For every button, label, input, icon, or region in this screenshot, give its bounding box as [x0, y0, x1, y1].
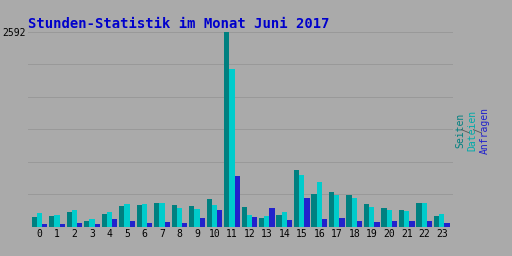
Bar — [112, 219, 117, 227]
Bar — [317, 182, 322, 227]
Bar — [90, 219, 95, 227]
Bar — [242, 207, 247, 227]
Bar — [172, 205, 177, 227]
Bar — [72, 210, 77, 227]
Bar — [444, 223, 450, 227]
Bar — [95, 225, 100, 227]
Bar — [147, 223, 153, 227]
Bar — [299, 175, 305, 227]
Bar — [54, 215, 59, 227]
Bar — [381, 208, 387, 227]
Bar — [217, 210, 222, 227]
Bar — [154, 203, 159, 227]
Bar — [311, 194, 317, 227]
Bar — [107, 212, 112, 227]
Bar — [247, 216, 252, 227]
Bar — [42, 225, 48, 227]
Text: Stunden-Statistik im Monat Juni 2017: Stunden-Statistik im Monat Juni 2017 — [28, 17, 330, 31]
Bar — [322, 219, 327, 227]
Bar — [282, 212, 287, 227]
Bar — [194, 209, 200, 227]
Bar — [347, 195, 352, 227]
Bar — [427, 221, 432, 227]
Bar — [416, 203, 422, 227]
Bar — [392, 221, 397, 227]
Bar — [399, 210, 404, 227]
Bar — [334, 195, 339, 227]
Text: Dateien: Dateien — [467, 110, 478, 151]
Bar — [329, 192, 334, 227]
Bar — [49, 216, 54, 227]
Bar — [404, 211, 410, 227]
Bar — [189, 206, 194, 227]
Bar — [182, 223, 187, 227]
Text: Anfragen: Anfragen — [479, 107, 489, 154]
Bar — [77, 223, 82, 227]
Bar — [142, 205, 147, 227]
Bar — [177, 208, 182, 227]
Bar — [434, 216, 439, 227]
Bar — [287, 220, 292, 227]
Bar — [276, 215, 282, 227]
Bar — [259, 218, 264, 227]
Bar — [294, 169, 299, 227]
Bar — [37, 213, 42, 227]
Bar — [124, 205, 130, 227]
Bar — [200, 218, 205, 227]
Bar — [224, 32, 229, 227]
Bar — [84, 221, 90, 227]
Bar — [305, 198, 310, 227]
Bar — [206, 199, 212, 227]
Bar — [234, 176, 240, 227]
Bar — [352, 198, 357, 227]
Bar — [164, 222, 170, 227]
Bar — [387, 210, 392, 227]
Bar — [119, 206, 124, 227]
Bar — [67, 211, 72, 227]
Bar — [269, 208, 275, 227]
Bar — [252, 217, 257, 227]
Bar — [137, 205, 142, 227]
Bar — [369, 207, 374, 227]
Bar — [212, 205, 217, 227]
Bar — [422, 202, 427, 227]
Bar — [101, 214, 107, 227]
Bar — [339, 218, 345, 227]
Bar — [32, 217, 37, 227]
Bar — [364, 205, 369, 227]
Bar — [59, 224, 65, 227]
Bar — [357, 221, 362, 227]
Bar — [410, 221, 415, 227]
Bar — [264, 216, 269, 227]
Bar — [374, 222, 380, 227]
Bar — [439, 214, 444, 227]
Bar — [130, 221, 135, 227]
Bar — [229, 69, 234, 227]
Text: /: / — [474, 122, 484, 139]
Bar — [159, 203, 164, 227]
Text: /: / — [462, 122, 472, 139]
Text: Seiten: Seiten — [456, 113, 466, 148]
